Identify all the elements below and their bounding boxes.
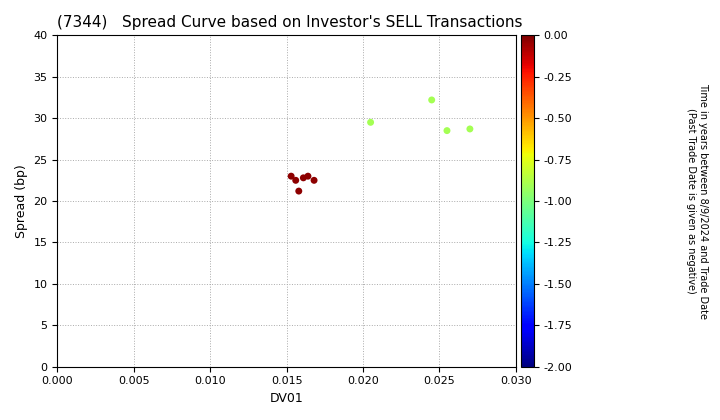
Y-axis label: Spread (bp): Spread (bp) (15, 164, 28, 238)
Point (308, 177, 320, 184)
Point (464, 126, 476, 132)
Text: (7344)   Spread Curve based on Investor's SELL Transactions: (7344) Spread Curve based on Investor's … (58, 15, 523, 30)
Point (293, 188, 305, 194)
X-axis label: DV01: DV01 (270, 392, 303, 405)
Point (297, 174, 309, 181)
Point (426, 97, 438, 103)
Point (285, 173, 297, 179)
Point (290, 177, 302, 184)
Y-axis label: Time in years between 8/9/2024 and Trade Date
(Past Trade Date is given as negat: Time in years between 8/9/2024 and Trade… (686, 83, 708, 319)
Point (441, 127, 453, 134)
Point (302, 173, 314, 179)
Point (365, 119, 377, 126)
